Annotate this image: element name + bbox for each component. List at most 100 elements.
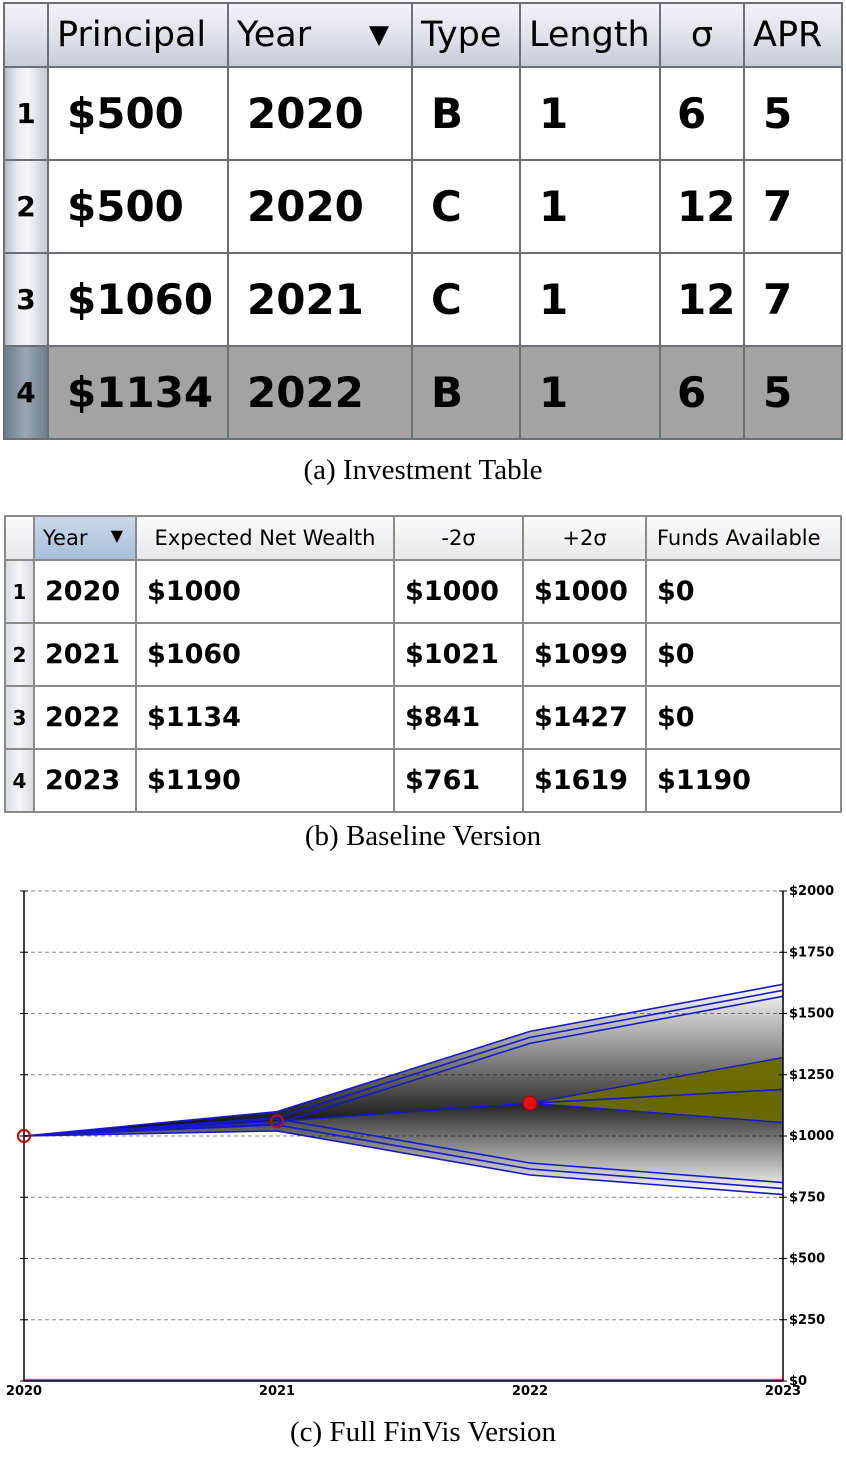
column-header-year[interactable]: Year ▼ bbox=[227, 2, 413, 68]
row-number[interactable]: 1 bbox=[4, 559, 35, 624]
tick-labels: $0 $250 $500 $750 $1000 $1250 $1500 $1750 $2000 2… bbox=[6, 884, 834, 1399]
type-cell[interactable]: C bbox=[411, 252, 521, 347]
column-header-year[interactable]: Year ▼ bbox=[33, 515, 137, 561]
column-label: Principal bbox=[57, 15, 207, 55]
column-header-principal[interactable]: Principal bbox=[47, 2, 229, 68]
investment-marker[interactable] bbox=[522, 1095, 538, 1111]
type-cell[interactable]: C bbox=[411, 159, 521, 254]
finvis-chart[interactable]: $0 $250 $500 $750 $1000 $1250 $1500 $1750 $2000 2… bbox=[0, 876, 846, 1406]
year-cell[interactable]: 2021 bbox=[33, 622, 137, 687]
row-number[interactable]: 2 bbox=[4, 622, 35, 687]
type-cell[interactable]: B bbox=[411, 66, 521, 161]
x-tick-label: 2023 bbox=[765, 1384, 801, 1399]
principal-cell[interactable]: $1134 bbox=[47, 345, 229, 440]
year-cell[interactable]: 2023 bbox=[33, 748, 137, 813]
minus-2-sigma-cell[interactable]: $761 bbox=[393, 748, 524, 813]
length-cell[interactable]: 1 bbox=[519, 159, 661, 254]
length-cell[interactable]: 1 bbox=[519, 345, 661, 440]
minus-2-sigma-cell[interactable]: $1000 bbox=[393, 559, 524, 624]
expected-net-wealth-cell[interactable]: $1000 bbox=[135, 559, 395, 624]
plus-2-sigma-cell[interactable]: $1099 bbox=[522, 622, 647, 687]
gain-lower-line bbox=[529, 1102, 784, 1124]
corner-header bbox=[4, 515, 35, 561]
row-number[interactable]: 4 bbox=[3, 345, 49, 440]
principal-cell[interactable]: $500 bbox=[47, 159, 229, 254]
expected-net-wealth-cell[interactable]: $1190 bbox=[135, 748, 395, 813]
column-label: Length bbox=[529, 15, 650, 55]
investment-table: Principal Year ▼ Type Length σ APR 1 $500… bbox=[3, 2, 843, 440]
column-header-apr[interactable]: APR bbox=[743, 2, 843, 68]
column-label: +2σ bbox=[562, 526, 607, 550]
column-header-length[interactable]: Length bbox=[519, 2, 661, 68]
table-row[interactable]: 2 $500 2020 C 1 12 7 bbox=[3, 159, 843, 254]
year-cell[interactable]: 2020 bbox=[227, 66, 413, 161]
plus-2-sigma-cell[interactable]: $1619 bbox=[522, 748, 647, 813]
minus-2-sigma-cell[interactable]: $1021 bbox=[393, 622, 524, 687]
funds-available-cell[interactable]: $0 bbox=[645, 622, 842, 687]
expected-net-wealth-cell[interactable]: $1060 bbox=[135, 622, 395, 687]
apr-cell[interactable]: 7 bbox=[743, 252, 843, 347]
column-label: -2σ bbox=[441, 526, 476, 550]
table-row[interactable]: 4 2023 $1190 $761 $1619 $1190 bbox=[4, 748, 842, 813]
plus-2-sigma-cell[interactable]: $1000 bbox=[522, 559, 647, 624]
row-number[interactable]: 1 bbox=[3, 66, 49, 161]
series-lines bbox=[23, 983, 784, 1382]
investment-marker[interactable] bbox=[16, 1128, 32, 1144]
y-tick-label: $2000 bbox=[789, 884, 834, 899]
principal-cell[interactable]: $500 bbox=[47, 66, 229, 161]
apr-cell[interactable]: 5 bbox=[743, 66, 843, 161]
table-row[interactable]: 2 2021 $1060 $1021 $1099 $0 bbox=[4, 622, 842, 687]
length-cell[interactable]: 1 bbox=[519, 66, 661, 161]
gain-wedge bbox=[530, 1057, 783, 1123]
sigma-cell[interactable]: 12 bbox=[659, 252, 745, 347]
y-tick-label: $1000 bbox=[789, 1129, 834, 1144]
y-tick-label: $500 bbox=[789, 1252, 825, 1267]
funds-available-cell[interactable]: $0 bbox=[645, 559, 842, 624]
column-header-expected-net-wealth[interactable]: Expected Net Wealth bbox=[135, 515, 395, 561]
plus-2-sigma-cell[interactable]: $1427 bbox=[522, 685, 647, 750]
sort-descending-icon: ▼ bbox=[369, 20, 389, 50]
x-tick-label: 2022 bbox=[512, 1384, 548, 1399]
caption-baseline-version: (b) Baseline Version bbox=[304, 820, 542, 852]
table-row[interactable]: 3 2022 $1134 $841 $1427 $0 bbox=[4, 685, 842, 750]
uncertainty-band bbox=[24, 984, 783, 1195]
table-row-selected[interactable]: 4 $1134 2022 B 1 6 5 bbox=[3, 345, 843, 440]
row-number[interactable]: 3 bbox=[3, 252, 49, 347]
row-number[interactable]: 2 bbox=[3, 159, 49, 254]
principal-cell[interactable]: $1060 bbox=[47, 252, 229, 347]
y-tick-label: $1750 bbox=[789, 945, 834, 960]
column-header-type[interactable]: Type bbox=[411, 2, 521, 68]
sigma-cell[interactable]: 6 bbox=[659, 345, 745, 440]
column-header-sigma[interactable]: σ bbox=[659, 2, 745, 68]
column-header-plus-2-sigma[interactable]: +2σ bbox=[522, 515, 647, 561]
apr-cell[interactable]: 5 bbox=[743, 345, 843, 440]
investment-marker[interactable] bbox=[269, 1114, 285, 1129]
funds-available-cell[interactable]: $0 bbox=[645, 685, 842, 750]
column-header-minus-2-sigma[interactable]: -2σ bbox=[393, 515, 524, 561]
length-cell[interactable]: 1 bbox=[519, 252, 661, 347]
row-number[interactable]: 3 bbox=[4, 685, 35, 750]
year-cell[interactable]: 2021 bbox=[227, 252, 413, 347]
table-row[interactable]: 1 2020 $1000 $1000 $1000 $0 bbox=[4, 559, 842, 624]
sigma-cell[interactable]: 12 bbox=[659, 159, 745, 254]
funds-available-cell[interactable]: $1190 bbox=[645, 748, 842, 813]
apr-cell[interactable]: 7 bbox=[743, 159, 843, 254]
table-row[interactable]: 3 $1060 2021 C 1 12 7 bbox=[3, 252, 843, 347]
column-header-funds-available[interactable]: Funds Available bbox=[645, 515, 842, 561]
row-number[interactable]: 4 bbox=[4, 748, 35, 813]
expected-net-wealth-cell[interactable]: $1134 bbox=[135, 685, 395, 750]
x-tick-label: 2021 bbox=[259, 1384, 295, 1399]
type-cell[interactable]: B bbox=[411, 345, 521, 440]
year-cell[interactable]: 2022 bbox=[33, 685, 137, 750]
table-row[interactable]: 1 $500 2020 B 1 6 5 bbox=[3, 66, 843, 161]
gain-upper-line bbox=[529, 1056, 784, 1104]
column-label: Expected Net Wealth bbox=[154, 526, 376, 550]
year-cell[interactable]: 2022 bbox=[227, 345, 413, 440]
column-label: Type bbox=[421, 15, 502, 55]
y-tick-label: $750 bbox=[789, 1190, 825, 1205]
sigma-cell[interactable]: 6 bbox=[659, 66, 745, 161]
year-cell[interactable]: 2020 bbox=[33, 559, 137, 624]
minus-2-sigma-cell[interactable]: $841 bbox=[393, 685, 524, 750]
investment-markers[interactable] bbox=[16, 1095, 538, 1144]
year-cell[interactable]: 2020 bbox=[227, 159, 413, 254]
